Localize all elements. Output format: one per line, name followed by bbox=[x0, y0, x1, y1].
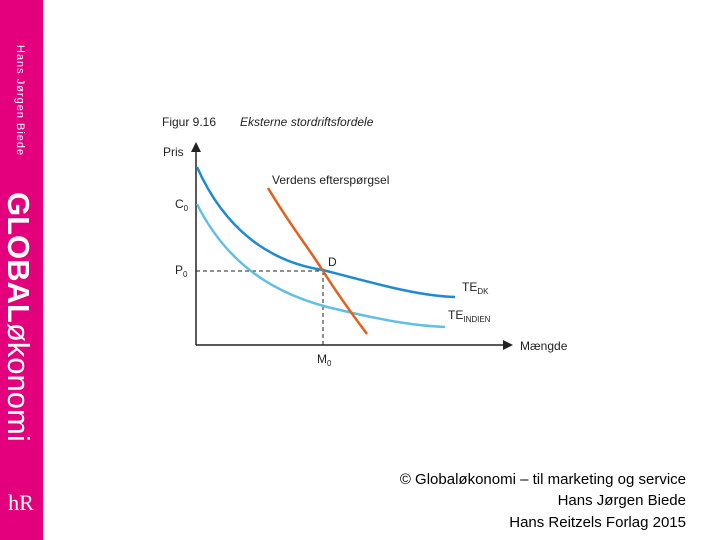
label-sub: 0 bbox=[327, 359, 332, 368]
demand-curve bbox=[266, 187, 369, 335]
brand-bold: GLOBAL bbox=[1, 192, 36, 323]
logo: hR bbox=[8, 490, 34, 515]
label-sub: 0 bbox=[183, 270, 188, 279]
footer-line: © Globaløkonomi – til marketing og servi… bbox=[400, 471, 686, 488]
brand-light: økonomi bbox=[1, 323, 36, 442]
figure-title: Eksterne stordriftsfordele bbox=[240, 115, 374, 129]
te-indien-curve bbox=[195, 203, 446, 329]
footer-line: Hans Jørgen Biede bbox=[558, 492, 686, 509]
figure-number: Figur 9.16 bbox=[162, 115, 216, 129]
y-axis-label: Pris bbox=[163, 145, 184, 159]
label-sub: 0 bbox=[184, 204, 189, 213]
p0-label: P0 bbox=[175, 263, 188, 279]
label-main: P bbox=[175, 263, 183, 277]
footer-line: Hans Reitzels Forlag 2015 bbox=[509, 514, 686, 531]
c0-label: C0 bbox=[175, 197, 189, 213]
point-label: D bbox=[328, 255, 337, 269]
label-main: C bbox=[175, 197, 184, 211]
label-sub: INDIEN bbox=[463, 315, 490, 324]
brand: GLOBALøkonomi bbox=[1, 192, 36, 442]
label-main: TE bbox=[462, 280, 477, 294]
m0-label: M0 bbox=[317, 352, 332, 368]
sidebar bbox=[0, 0, 43, 540]
x-axis-label: Mængde bbox=[520, 339, 568, 353]
label-main: TE bbox=[448, 308, 463, 322]
y-arrow bbox=[191, 142, 201, 152]
label-main: M bbox=[317, 352, 327, 366]
demand-label: Verdens efterspørgsel bbox=[272, 173, 389, 187]
te-dk-label: TEDK bbox=[462, 280, 489, 296]
author-vertical: Hans Jørgen Biede bbox=[14, 45, 26, 156]
x-arrow bbox=[503, 340, 513, 350]
te-indien-label: TEINDIEN bbox=[448, 308, 491, 324]
label-sub: DK bbox=[477, 287, 489, 296]
